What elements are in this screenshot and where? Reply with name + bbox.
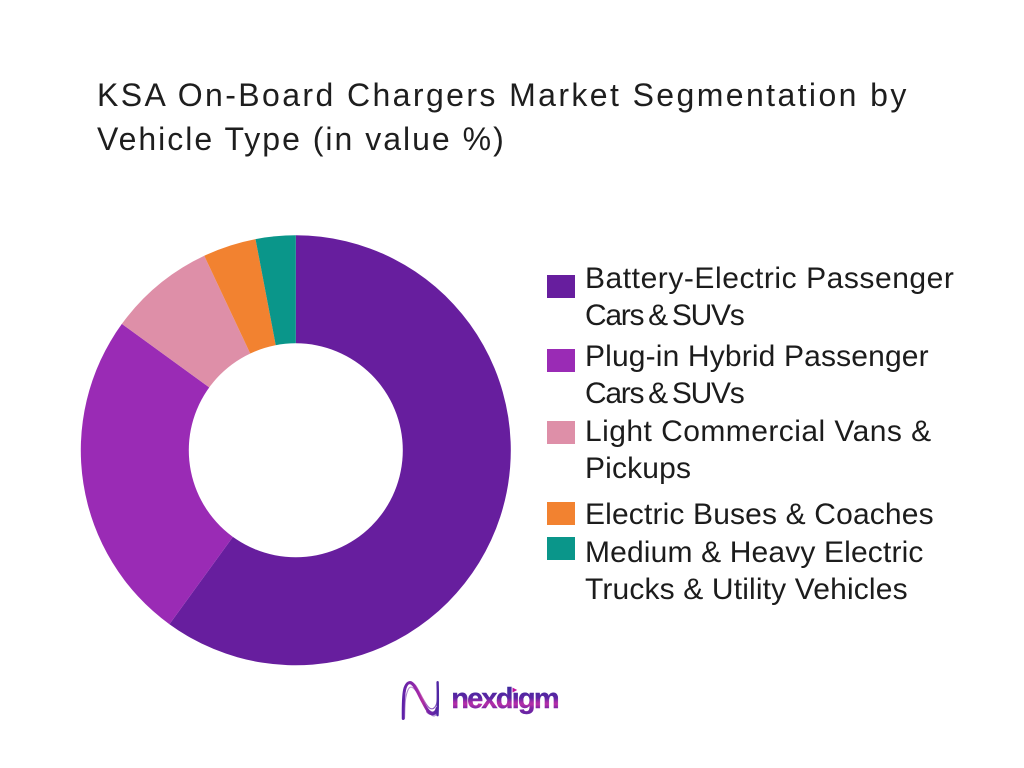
svg-text:nexdıgm: nexdıgm: [451, 683, 558, 715]
